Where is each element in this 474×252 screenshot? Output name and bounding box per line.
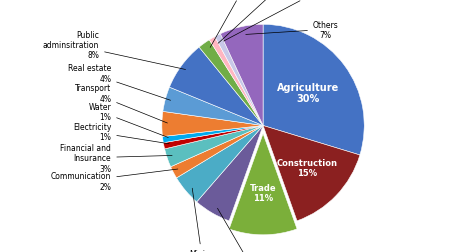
Text: Communication
2%: Communication 2% (51, 169, 178, 191)
Text: Financial and
Insurance
3%: Financial and Insurance 3% (60, 143, 172, 173)
Text: Others
7%: Others 7% (246, 21, 339, 40)
Text: Agriculture
30%: Agriculture 30% (277, 82, 339, 104)
Wedge shape (263, 25, 365, 155)
Text: Mining
5%: Mining 5% (190, 188, 215, 252)
Wedge shape (176, 126, 263, 202)
Text: Accomodation and
food
1%: Accomodation and food 1% (224, 0, 372, 42)
Wedge shape (162, 112, 263, 137)
Wedge shape (197, 126, 263, 221)
Text: Manufacturing
6%: Manufacturing 6% (218, 208, 281, 252)
Wedge shape (210, 38, 263, 126)
Wedge shape (164, 126, 263, 149)
Text: Transport
4%: Transport 4% (75, 84, 167, 123)
Wedge shape (199, 41, 263, 126)
Wedge shape (163, 126, 263, 143)
Wedge shape (263, 126, 360, 221)
Wedge shape (163, 88, 263, 126)
Wedge shape (169, 48, 263, 126)
Wedge shape (215, 35, 263, 126)
Wedge shape (229, 134, 297, 235)
Text: Health
1%: Health 1% (218, 0, 298, 44)
Text: Public
adminsitration
8%: Public adminsitration 8% (43, 30, 185, 70)
Text: Water
1%: Water 1% (89, 102, 168, 138)
Wedge shape (171, 126, 263, 178)
Text: Construction
15%: Construction 15% (276, 158, 337, 177)
Text: Real estate
4%: Real estate 4% (68, 64, 171, 101)
Text: Education
2%: Education 2% (210, 0, 264, 48)
Wedge shape (164, 126, 263, 167)
Text: Trade
11%: Trade 11% (250, 183, 276, 202)
Text: Electricity
1%: Electricity 1% (73, 122, 169, 144)
Wedge shape (220, 25, 263, 126)
